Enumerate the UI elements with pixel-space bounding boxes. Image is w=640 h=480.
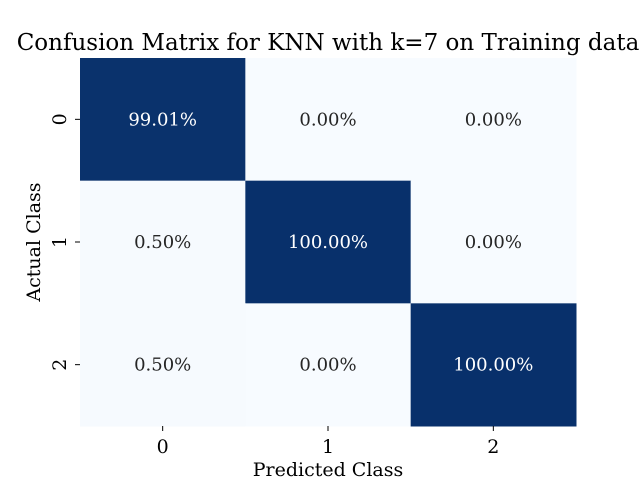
y-axis-label: Actual Class [23, 182, 45, 302]
x-tick-label-1: 1 [322, 436, 334, 458]
x-axis-ticks: 0 1 2 [157, 426, 499, 458]
heatmap-cell-0-2 [410, 58, 577, 182]
cell-value-label-0-1: 0.00% [299, 109, 356, 130]
heatmap-cell-1-1 [245, 180, 412, 304]
heatmap-cell-1-0 [80, 180, 246, 304]
x-tick-label-2: 2 [487, 436, 499, 458]
heatmap-cell-0-1 [245, 58, 412, 182]
cell-value-label-1-2: 0.00% [465, 232, 522, 253]
cell-value-label-1-1: 100.00% [288, 232, 368, 253]
heatmap-cell-1-2 [410, 180, 577, 304]
x-tick-label-0: 0 [157, 436, 169, 458]
heatmap-cell-2-0 [80, 303, 246, 427]
y-axis-ticks: 0 1 2 [49, 113, 80, 371]
chart-title: Confusion Matrix for KNN with k=7 on Tra… [17, 30, 640, 56]
x-axis-label: Predicted Class [253, 459, 404, 480]
cell-value-label-2-0: 0.50% [134, 355, 191, 376]
cell-value-label-0-2: 0.00% [465, 109, 522, 130]
y-tick-label-1: 1 [49, 236, 71, 248]
y-tick-label-2: 2 [49, 359, 71, 371]
heatmap-cell-0-0 [80, 58, 246, 182]
cell-value-label-2-2: 100.00% [453, 355, 533, 376]
cell-value-label-0-0: 99.01% [128, 109, 197, 130]
cell-value-label-1-0: 0.50% [134, 232, 191, 253]
heatmap-cell-2-2 [410, 303, 577, 427]
heatmap-cell-2-1 [245, 303, 412, 427]
heatmap-grid: 99.01% 0.00% 0.00% 0.50% 100.00% 0.00% 0.50% 0.… [80, 58, 577, 427]
cell-value-label-2-1: 0.00% [299, 355, 356, 376]
y-tick-label-0: 0 [49, 113, 71, 125]
